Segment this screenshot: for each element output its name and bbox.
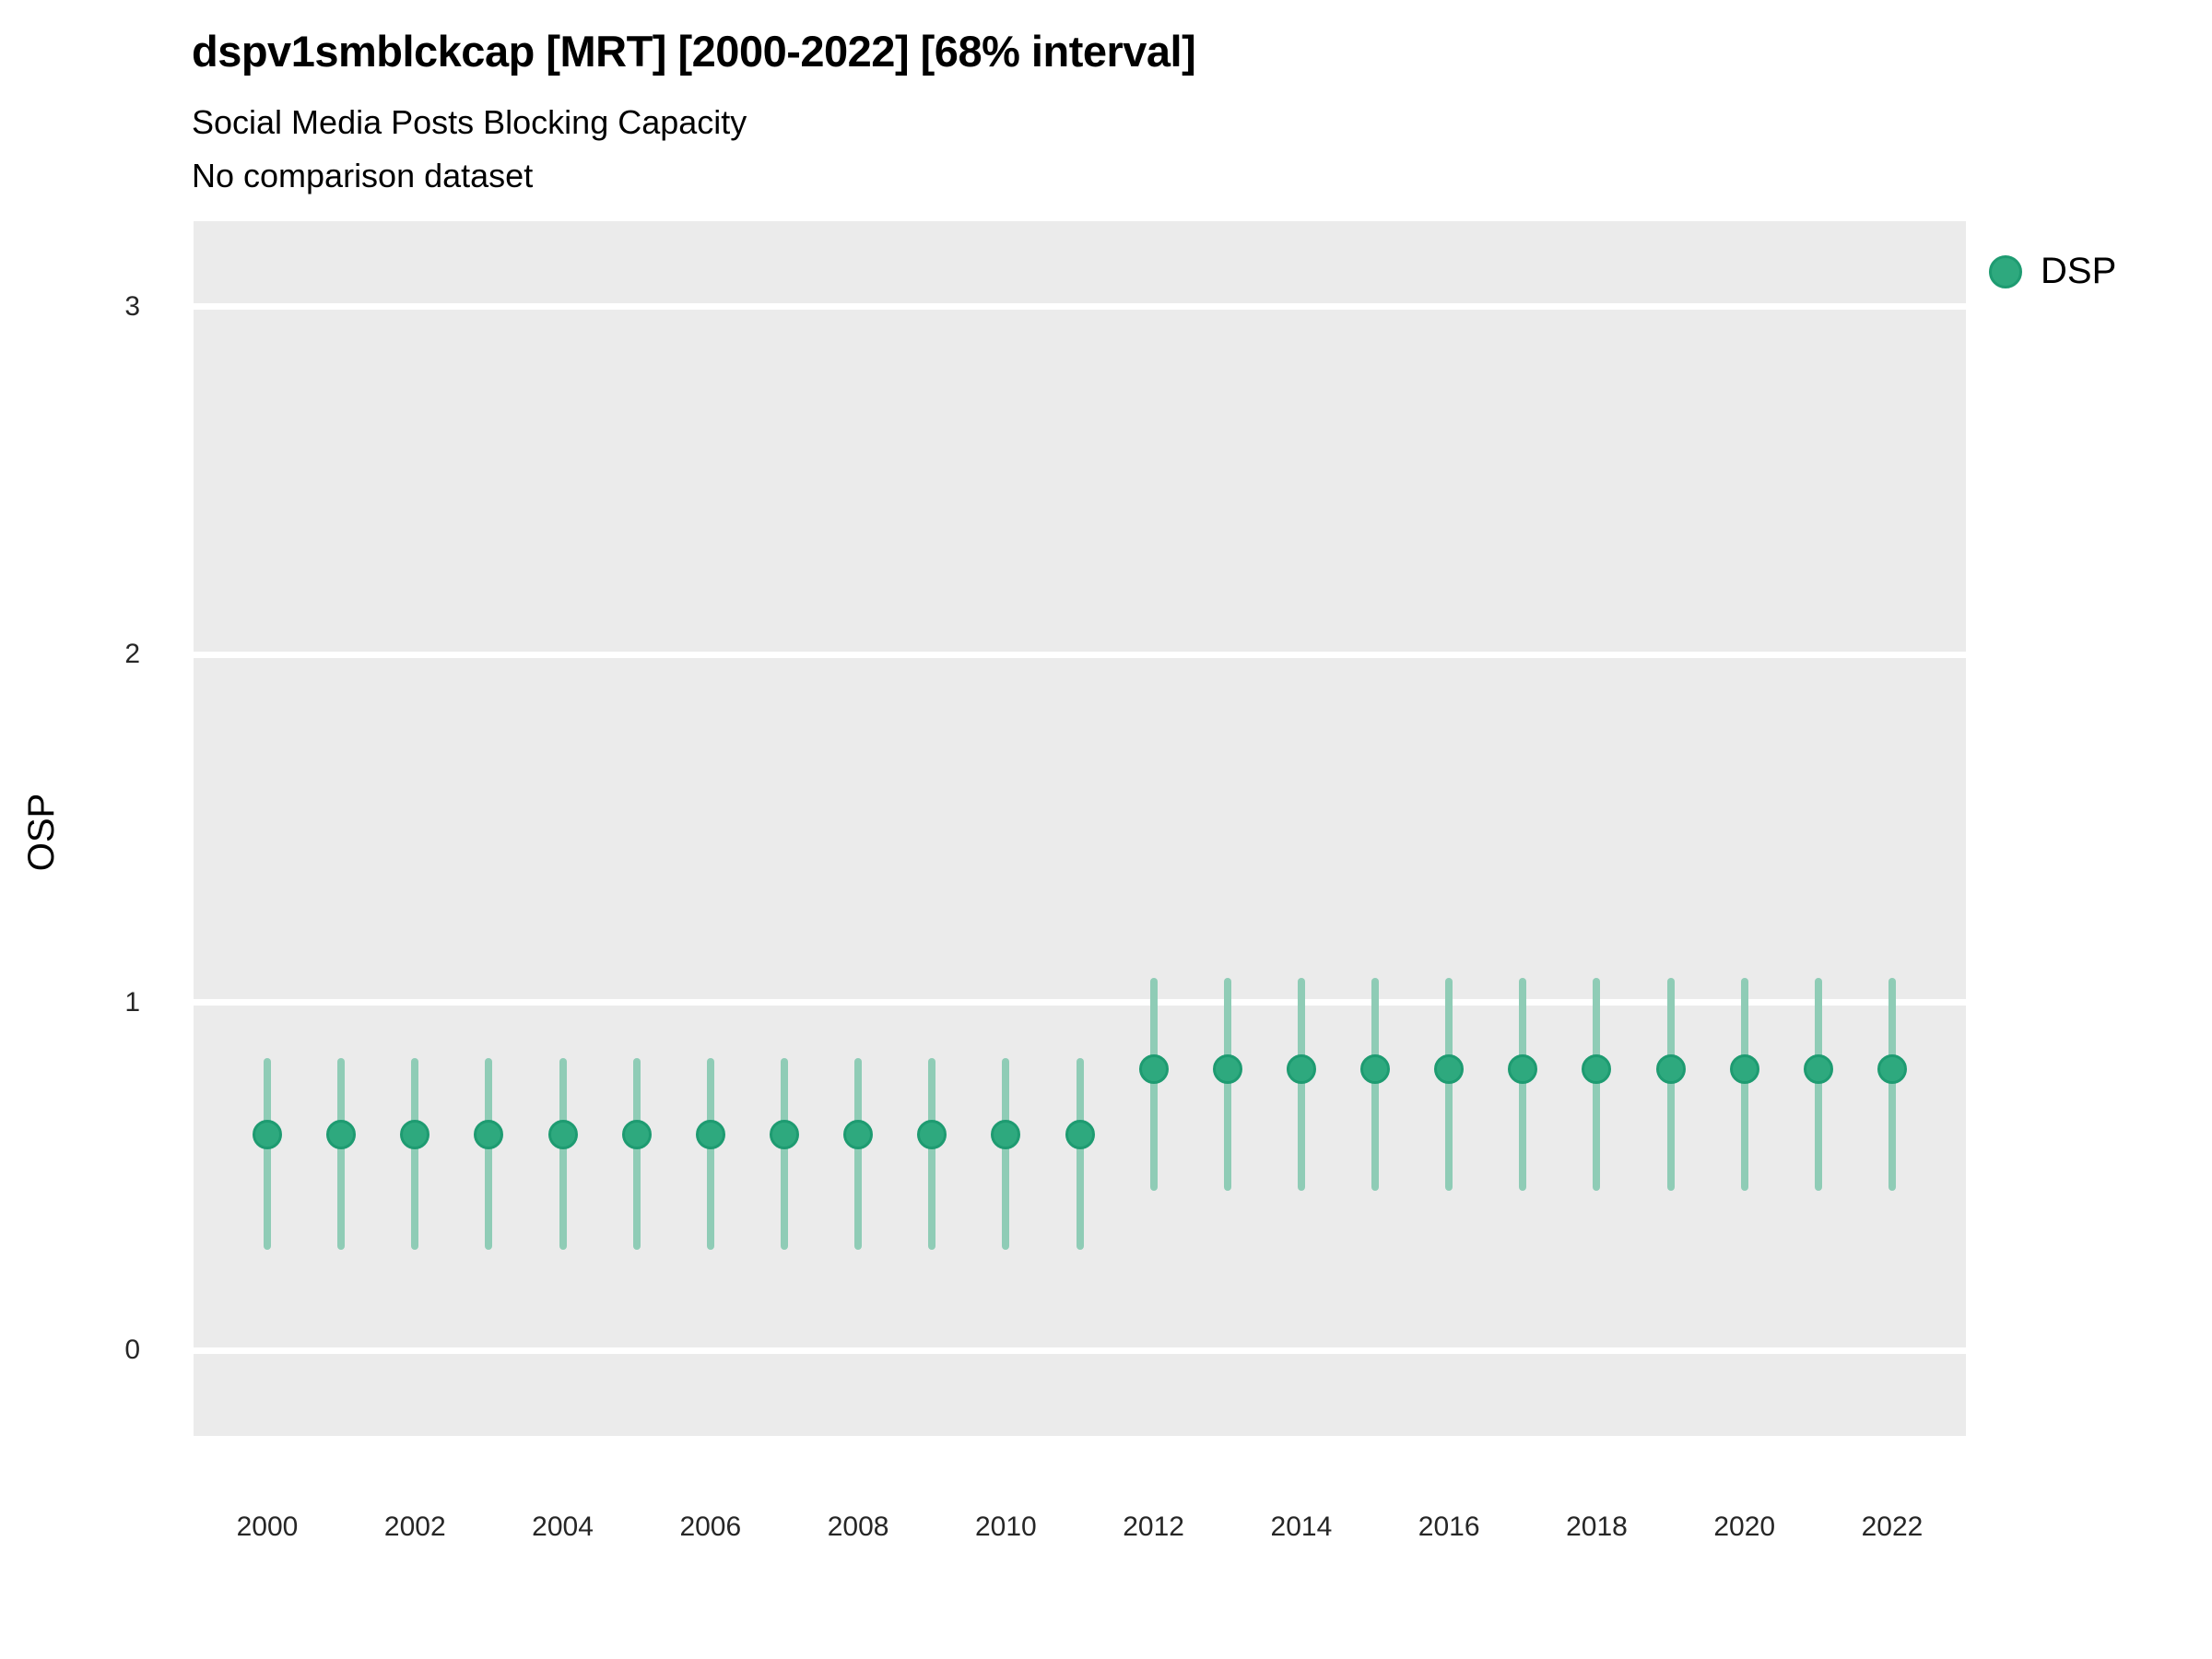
legend: DSP [1989,251,2116,292]
data-point [1508,1053,1538,1084]
data-point [1360,1053,1391,1084]
interval-bar [1740,978,1748,1191]
x-tick-label: 2010 [974,1512,1037,1542]
x-tick-label: 2012 [1123,1512,1184,1542]
data-point [400,1120,430,1150]
comparison-note: No comparison dataset [192,157,534,194]
interval-bar [1223,978,1231,1191]
data-point [474,1120,504,1150]
interval-bar [1519,978,1527,1191]
interval-bar [485,1058,493,1250]
data-point [253,1120,282,1150]
interval-bar [1149,978,1158,1191]
data-point [1803,1053,1833,1084]
x-tick-label: 2004 [532,1512,594,1542]
x-tick-label: 2020 [1713,1512,1776,1542]
data-point [1065,1120,1095,1150]
interval-bar [706,1058,714,1250]
interval-bar [1371,978,1380,1191]
chart-subtitle: Social Media Posts Blocking Capacity [192,103,747,141]
interval-bar [1297,978,1305,1191]
data-point [547,1120,578,1150]
interval-bar [1814,978,1822,1191]
x-tick-label: 2014 [1270,1512,1333,1542]
data-point [1138,1053,1169,1084]
x-tick-label: 2018 [1566,1512,1628,1542]
x-tick-label: 2016 [1418,1512,1480,1542]
y-tick-label: 3 [124,290,140,322]
plot-panel [194,221,1966,1436]
data-point [1212,1053,1242,1084]
interval-bar [264,1058,271,1250]
y-tick-label: 2 [124,639,140,670]
data-point [695,1120,725,1150]
legend-point-icon [1989,254,2022,288]
gridline-y-0 [194,1347,1966,1354]
data-point [991,1120,1021,1150]
y-tick-label: 0 [124,1335,140,1366]
gridline-y-3 [194,303,1966,311]
data-point [769,1120,799,1150]
y-tick-label: 1 [124,986,140,1018]
interval-bar [411,1058,419,1250]
y-axis-title: OSP [21,793,62,872]
legend-label: DSP [2041,251,2117,291]
interval-bar [854,1058,863,1250]
interval-bar [337,1058,346,1250]
x-tick-label: 2008 [827,1512,889,1542]
x-tick-label: 2022 [1861,1512,1924,1542]
x-tick-label: 2000 [236,1512,299,1542]
data-point [1286,1053,1316,1084]
interval-bar [780,1058,788,1250]
data-point [1434,1053,1465,1084]
interval-bar [928,1058,936,1250]
interval-bar [1666,978,1675,1191]
data-point [621,1120,652,1150]
data-point [1877,1053,1907,1084]
gridline-y-2 [194,651,1966,658]
interval-bar [632,1058,641,1250]
interval-bar [1888,978,1896,1191]
chart-title: dspv1smblckcap [MRT] [2000-2022] [68% in… [192,27,1196,76]
x-tick-label: 2002 [383,1512,446,1542]
data-point [1582,1053,1612,1084]
gridline-y-1 [194,999,1966,1006]
interval-bar [1002,1058,1010,1250]
data-point [843,1120,874,1150]
data-point [1655,1053,1686,1084]
data-point [1729,1053,1759,1084]
data-point [326,1120,357,1150]
interval-bar [559,1058,567,1250]
interval-bar [1593,978,1601,1191]
x-tick-label: 2006 [679,1512,742,1542]
interval-bar [1076,1058,1084,1250]
interval-bar [1445,978,1453,1191]
data-point [917,1120,947,1150]
